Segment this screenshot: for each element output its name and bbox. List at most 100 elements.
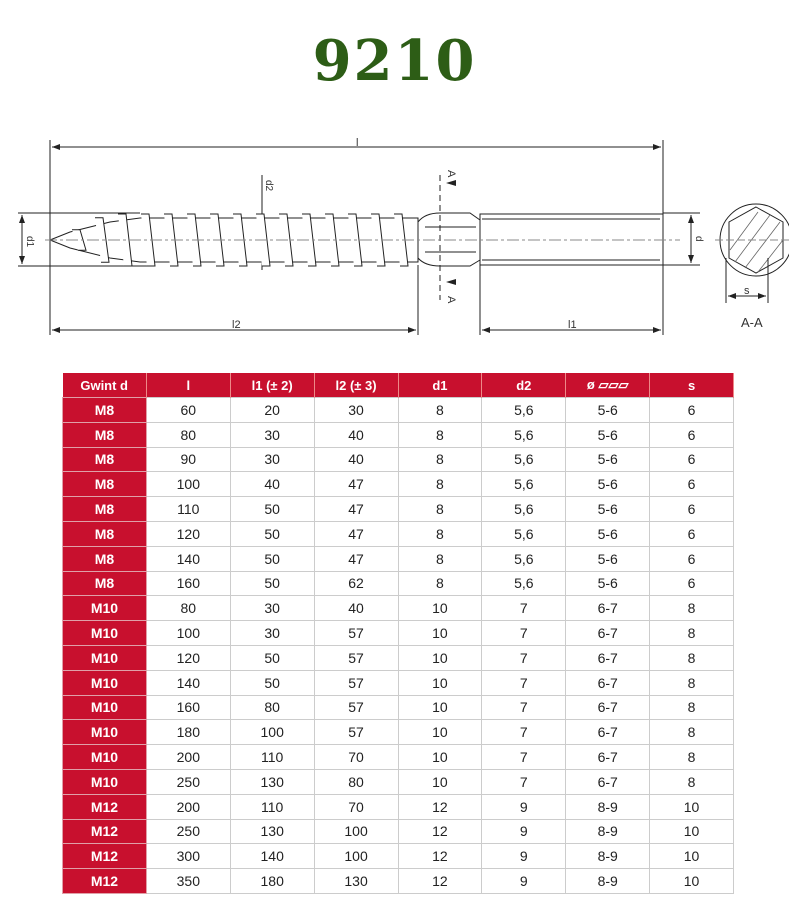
table-cell: 7 xyxy=(481,768,567,795)
table-cell: 62 xyxy=(313,570,399,597)
table-row: M10 80 30 40 10 7 6-7 8 xyxy=(62,595,734,622)
label-section-a-top: A xyxy=(445,170,457,178)
table-cell: 47 xyxy=(313,545,399,572)
thread-size-cell: M10 xyxy=(62,669,147,696)
table-cell: 8 xyxy=(649,744,734,770)
table-cell: 100 xyxy=(313,818,399,845)
table-cell: 120 xyxy=(145,520,231,547)
table-cell: 5,6 xyxy=(481,471,567,498)
column-header: d1 xyxy=(398,373,483,398)
table-cell: 9 xyxy=(481,868,567,894)
thread-size-cell: M8 xyxy=(62,570,147,597)
table-cell: 6 xyxy=(649,520,734,547)
table-cell: 80 xyxy=(145,421,231,448)
table-cell: 200 xyxy=(145,744,231,770)
column-header: s xyxy=(649,373,734,398)
table-cell: 130 xyxy=(229,818,315,845)
column-header: ø ▱▱▱ xyxy=(565,373,651,398)
table-cell: 8 xyxy=(397,496,483,522)
table-cell: 10 xyxy=(649,868,734,894)
table-cell: 6 xyxy=(649,397,734,423)
table-cell: 6-7 xyxy=(565,694,651,721)
thread-size-cell: M12 xyxy=(62,843,147,870)
table-cell: 8-9 xyxy=(565,818,651,845)
table-cell: 6-7 xyxy=(565,669,651,696)
thread-size-cell: M8 xyxy=(62,520,147,547)
thread-size-cell: M8 xyxy=(62,397,147,423)
table-cell: 12 xyxy=(397,843,483,870)
table-cell: 5-6 xyxy=(565,421,651,448)
table-cell: 7 xyxy=(481,620,567,646)
table-cell: 7 xyxy=(481,595,567,622)
thread-size-cell: M10 xyxy=(62,620,147,646)
table-cell: 50 xyxy=(229,545,315,572)
table-cell: 8-9 xyxy=(565,843,651,870)
table-cell: 6 xyxy=(649,446,734,473)
thread-size-cell: M8 xyxy=(62,496,147,522)
table-cell: 140 xyxy=(229,843,315,870)
table-cell: 5,6 xyxy=(481,446,567,473)
table-cell: 6-7 xyxy=(565,644,651,671)
table-cell: 47 xyxy=(313,520,399,547)
table-row: M8 160 50 62 8 5,6 5-6 6 xyxy=(62,570,734,597)
table-cell: 6-7 xyxy=(565,595,651,622)
table-cell: 57 xyxy=(313,644,399,671)
table-cell: 130 xyxy=(229,768,315,795)
table-cell: 5-6 xyxy=(565,520,651,547)
table-cell: 70 xyxy=(313,793,399,820)
table-cell: 8 xyxy=(649,719,734,746)
table-cell: 10 xyxy=(397,768,483,795)
thread-size-cell: M8 xyxy=(62,421,147,448)
table-cell: 110 xyxy=(145,496,231,522)
table-cell: 40 xyxy=(229,471,315,498)
table-cell: 80 xyxy=(313,768,399,795)
table-cell: 6-7 xyxy=(565,719,651,746)
table-cell: 350 xyxy=(145,868,231,894)
table-row: M12 200 110 70 12 9 8-9 10 xyxy=(62,793,734,820)
table-cell: 6 xyxy=(649,471,734,498)
label-l2: l2 xyxy=(232,319,241,331)
table-cell: 10 xyxy=(397,644,483,671)
table-cell: 8-9 xyxy=(565,793,651,820)
table-cell: 30 xyxy=(313,397,399,423)
table-cell: 6-7 xyxy=(565,744,651,770)
table-cell: 9 xyxy=(481,843,567,870)
table-cell: 50 xyxy=(229,570,315,597)
table-cell: 6 xyxy=(649,570,734,597)
table-cell: 130 xyxy=(313,868,399,894)
table-cell: 6 xyxy=(649,545,734,572)
table-cell: 8 xyxy=(649,768,734,795)
table-cell: 8 xyxy=(649,669,734,696)
table-cell: 5,6 xyxy=(481,570,567,597)
table-cell: 8 xyxy=(649,595,734,622)
table-cell: 7 xyxy=(481,669,567,696)
thread-size-cell: M10 xyxy=(62,644,147,671)
table-row: M10 120 50 57 10 7 6-7 8 xyxy=(62,644,734,671)
column-header: l1 (± 2) xyxy=(230,373,315,398)
table-cell: 6-7 xyxy=(565,768,651,795)
table-cell: 57 xyxy=(313,694,399,721)
table-row: M8 100 40 47 8 5,6 5-6 6 xyxy=(62,471,734,498)
table-cell: 5,6 xyxy=(481,545,567,572)
table-row: M8 90 30 40 8 5,6 5-6 6 xyxy=(62,446,734,473)
table-cell: 160 xyxy=(145,694,231,721)
table-row: M10 140 50 57 10 7 6-7 8 xyxy=(62,669,734,696)
table-cell: 10 xyxy=(397,669,483,696)
table-cell: 70 xyxy=(313,744,399,770)
label-d2: d2 xyxy=(263,180,274,192)
table-cell: 5-6 xyxy=(565,446,651,473)
thread-size-cell: M10 xyxy=(62,719,147,746)
table-cell: 50 xyxy=(229,644,315,671)
column-header: Gwint d xyxy=(62,373,147,398)
label-l: l xyxy=(356,137,358,149)
table-cell: 90 xyxy=(145,446,231,473)
table-cell: 200 xyxy=(145,793,231,820)
table-header-row: Gwint d l l1 (± 2) l2 (± 3) d1 d2 ø ▱▱▱ s xyxy=(62,373,734,398)
thread-size-cell: M8 xyxy=(62,471,147,498)
table-cell: 180 xyxy=(229,868,315,894)
table-cell: 8 xyxy=(397,471,483,498)
thread-size-cell: M8 xyxy=(62,446,147,473)
table-cell: 8 xyxy=(397,570,483,597)
table-cell: 50 xyxy=(229,520,315,547)
table-cell: 30 xyxy=(229,595,315,622)
